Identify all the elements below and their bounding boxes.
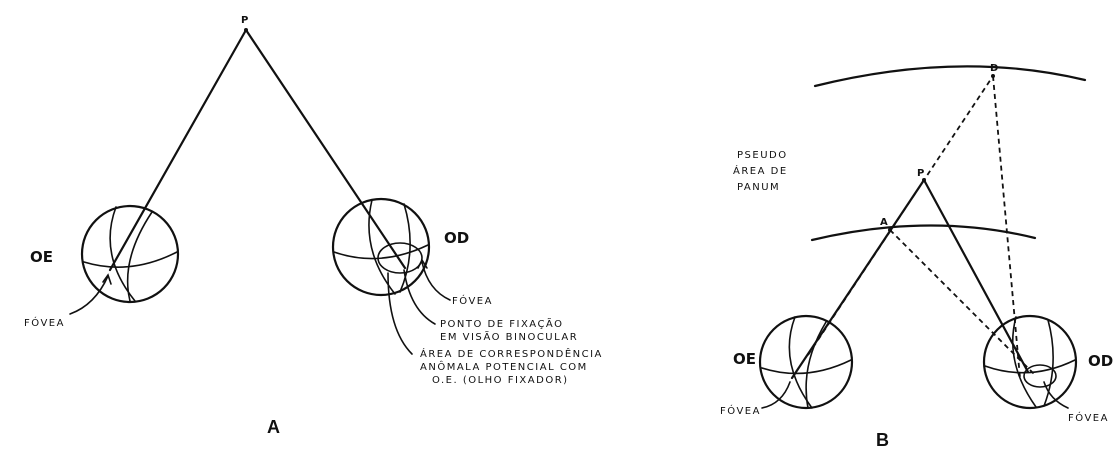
panel-b-pseudo-line1: PSEUDO — [737, 150, 788, 161]
panel-a-fovea-right-arrow — [421, 261, 451, 301]
panel-a-area-line2: ANÔMALA POTENCIAL COM — [420, 360, 588, 373]
panel-b-point-p-label: P — [917, 168, 924, 179]
panel-b-dash-a-to-od — [889, 229, 1037, 377]
panel-a-fovea-left-label: FÓVEA — [24, 316, 65, 329]
panel-b-right-eye-label: OD — [1088, 352, 1113, 370]
panel-a-area-line3: O.E. (OLHO FIXADOR) — [432, 375, 569, 386]
panel-a-point-p-label: P — [241, 15, 248, 26]
panel-b: PSEUDO ÁREA DE PANUM D P A OE FÓVEA — [720, 63, 1113, 450]
panel-b-point-a-label: A — [880, 217, 888, 228]
panel-b-fovea-left-arrow — [761, 381, 791, 409]
panel-a-left-eye-label: OE — [30, 248, 53, 266]
panel-b-near-arc — [810, 224, 1037, 242]
panel-a-fixation-arrow — [403, 269, 436, 325]
panel-b-caption: B — [876, 430, 889, 450]
panel-b-left-eye-label: OE — [733, 350, 756, 368]
panel-b-pseudo-line2: ÁREA DE — [733, 164, 788, 177]
panel-a-anomalous-area — [377, 242, 423, 274]
panel-a-right-eye — [331, 197, 431, 297]
panel-b-left-eye — [758, 314, 854, 410]
panel-a-fixation-line2: EM VISÃO BINOCULAR — [440, 330, 578, 343]
panel-b-point-d-label: D — [990, 63, 998, 74]
panel-b-fovea-right-arrow — [1043, 381, 1069, 409]
panel-a-area-line1: ÁREA DE CORRESPONDÊNCIA — [420, 347, 603, 360]
panel-a-area-arrow — [387, 272, 413, 355]
panel-b-fovea-left-label: FÓVEA — [720, 404, 761, 417]
panel-a-right-eye-label: OD — [444, 229, 469, 247]
panel-a-left-eye — [80, 204, 180, 304]
panel-a-caption: A — [267, 417, 280, 437]
panel-b-far-arc — [813, 65, 1087, 88]
panel-a-fovea-left-arrow — [69, 275, 109, 315]
panel-b-pseudo-line3: PANUM — [737, 182, 780, 193]
panel-a-fixation-line1: PONTO DE FIXAÇÃO — [440, 317, 563, 330]
panel-b-right-eye — [982, 314, 1078, 410]
panel-b-dash-d-to-od — [992, 75, 1021, 379]
panel-b-dash-oe-to-d — [807, 75, 994, 356]
panel-b-fovea-area — [1023, 364, 1057, 388]
panel-a-line-p-to-oe — [108, 28, 248, 272]
panel-b-fovea-right-label: FÓVEA — [1068, 411, 1109, 424]
panel-a: P OE FÓVEA OD FÓVEA PONTO — [24, 15, 603, 437]
panel-a-line-p-to-od — [244, 28, 407, 270]
panel-a-fovea-right-label: FÓVEA — [452, 294, 493, 307]
panel-b-line-p-to-od — [922, 178, 1030, 374]
